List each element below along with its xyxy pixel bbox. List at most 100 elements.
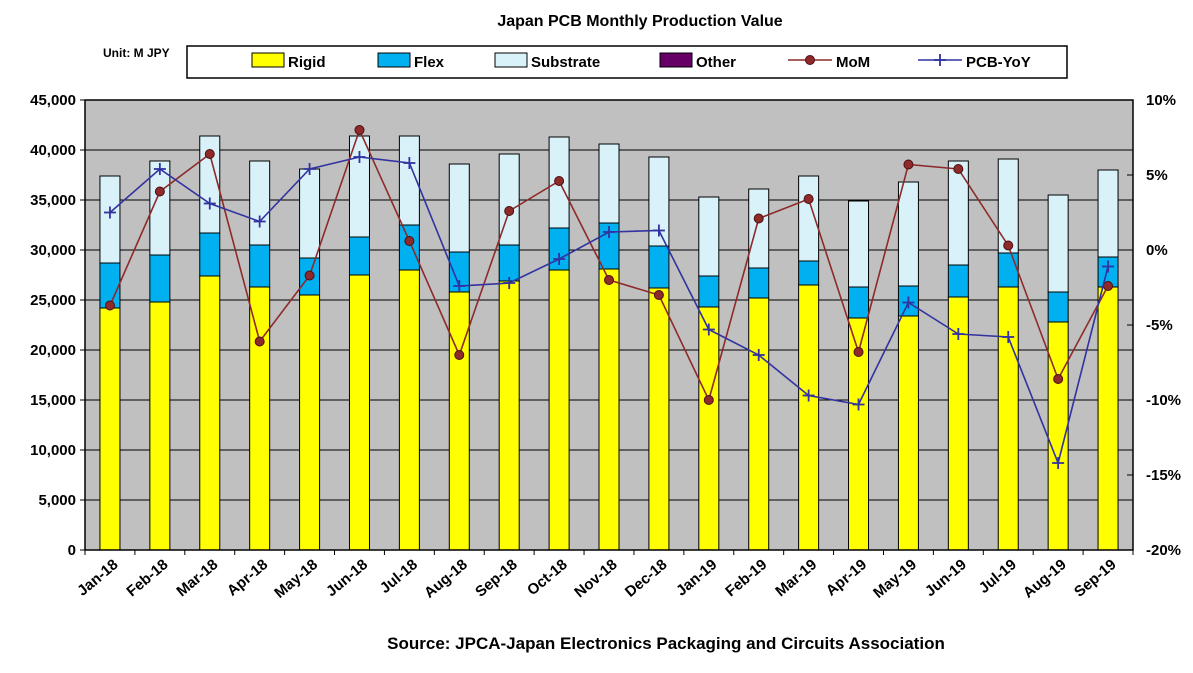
bar-segment-rigid-Jan-19 [698,306,720,551]
bar-segment-substrate-Jul-19 [997,158,1019,254]
bar-segment-substrate-Mar-19 [798,175,820,262]
left-axis-label: 35,000 [30,192,76,209]
mom-marker-Jan-19 [703,395,714,405]
left-axis-label: 10,000 [30,442,76,459]
bar-segment-rigid-Oct-18 [548,269,570,551]
mom-marker-Apr-19 [853,347,864,357]
bar-segment-rigid-Jul-18 [398,269,420,551]
bar-segment-rigid-May-18 [299,294,321,551]
bar-segment-rigid-May-19 [897,315,919,551]
bar-segment-flex-Jun-18 [348,236,370,276]
legend-label-substrate: Substrate [531,54,600,71]
bar-segment-flex-Aug-19 [1047,291,1069,323]
bar-segment-flex-Feb-19 [748,267,770,299]
bar-segment-substrate-Sep-19 [1097,169,1119,258]
bar-segment-rigid-Jun-18 [348,274,370,551]
legend-label-flex: Flex [414,54,445,71]
left-axis-label: 15,000 [30,392,76,409]
mom-marker-Feb-19 [753,213,764,224]
left-axis-label: 40,000 [30,142,76,159]
bar-segment-substrate-Apr-18 [249,160,271,246]
bar-segment-substrate-Aug-19 [1047,194,1069,293]
legend-swatch-flex [377,52,411,68]
source-label: Source: JPCA-Japan Electronics Packaging… [387,634,945,653]
bar-segment-rigid-Sep-18 [498,280,520,551]
bar-segment-substrate-May-18 [299,168,321,259]
bar-segment-flex-Jul-18 [398,224,420,271]
bar-segment-flex-Apr-19 [848,286,870,319]
mom-marker-Mar-19 [803,194,814,204]
bar-segment-rigid-Nov-18 [598,268,620,551]
bar-segment-flex-Jan-19 [698,275,720,308]
bar-segment-flex-Dec-18 [648,245,670,289]
bar-segment-substrate-Jan-19 [698,196,720,277]
bar-segment-rigid-Mar-18 [199,275,221,551]
right-axis-label: -10% [1146,392,1181,409]
bar-segment-flex-Mar-19 [798,260,820,286]
bar-segment-rigid-Aug-18 [448,291,470,551]
bar-segment-substrate-Sep-18 [498,153,520,246]
bar-segment-rigid-Apr-18 [249,286,271,551]
chart-title: Japan PCB Monthly Production Value [497,13,782,30]
bar-segment-substrate-Jun-19 [947,160,969,266]
right-axis-label: 5% [1146,167,1168,184]
mom-marker-Nov-18 [604,275,614,285]
bar-segment-rigid-Mar-19 [798,284,820,551]
bar-segment-substrate-Nov-18 [598,143,620,224]
mom-marker-Jan-18 [104,300,115,311]
bar-segment-rigid-Feb-18 [149,301,171,551]
bar-segment-flex-Mar-18 [199,232,221,277]
chart-generated-content: 0 5,000 10,000 15,000 20,000 25,000 30,000 35,0… [30,45,1181,602]
mom-marker-Aug-18 [454,350,465,360]
bar-segment-rigid-Feb-19 [748,297,770,551]
mom-marker-May-19 [903,159,914,170]
bar-segment-substrate-Mar-18 [199,135,221,234]
legend-swatch-substrate [494,52,528,68]
mom-marker-Sep-18 [504,206,515,216]
bar-segment-flex-Sep-18 [498,244,520,282]
bar-segment-rigid-Jul-19 [997,286,1019,551]
bar-segment-substrate-Apr-19 [848,200,870,288]
mom-marker-Mar-18 [204,149,215,159]
right-axis-label: 10% [1146,92,1176,109]
mom-marker-Jul-18 [404,236,415,246]
mom-marker-Jun-18 [354,125,365,135]
bar-segment-rigid-Jan-18 [99,307,121,551]
legend-label-mom: MoM [836,54,870,71]
bar-segment-substrate-Jun-18 [348,135,370,238]
mom-marker-Dec-18 [653,290,664,300]
legend-label-pcb-yoy: PCB-YoY [966,54,1031,71]
legend-marker-mom [805,55,815,65]
bar-segment-substrate-Feb-19 [748,188,770,269]
bar-segment-flex-Feb-18 [149,254,171,303]
mom-marker-Jul-19 [1003,240,1014,251]
bar-segment-flex-Apr-18 [249,244,271,288]
bar-segment-substrate-Feb-18 [149,160,171,256]
legend-box [186,45,1068,79]
legend-label-other: Other [696,54,736,71]
right-axis-label: -20% [1146,542,1181,559]
bar-segment-rigid-Sep-19 [1097,286,1119,551]
plot-border [84,99,1134,551]
bar-segment-substrate-Jul-18 [398,135,420,226]
mom-marker-Sep-19 [1103,281,1114,291]
bar-segment-substrate-Jan-18 [99,175,121,264]
mom-marker-May-18 [304,270,315,281]
bar-segment-flex-Jul-19 [997,252,1019,288]
mom-marker-Oct-18 [554,176,565,186]
legend-swatch-rigid [251,52,285,68]
bar-segment-rigid-Dec-18 [648,287,670,551]
right-axis-label: 0% [1146,242,1168,259]
legend-swatch-other [659,52,693,68]
left-axis-label: 30,000 [30,242,76,259]
bar-segment-substrate-Aug-18 [448,163,470,253]
mom-marker-Feb-18 [154,186,165,197]
left-axis-label: 5,000 [38,492,76,509]
mom-marker-Jun-19 [953,164,964,174]
left-axis-label: 25,000 [30,292,76,309]
left-axis-label: 45,000 [30,92,76,109]
left-axis-label: 20,000 [30,342,76,359]
bar-segment-flex-Jun-19 [947,264,969,298]
